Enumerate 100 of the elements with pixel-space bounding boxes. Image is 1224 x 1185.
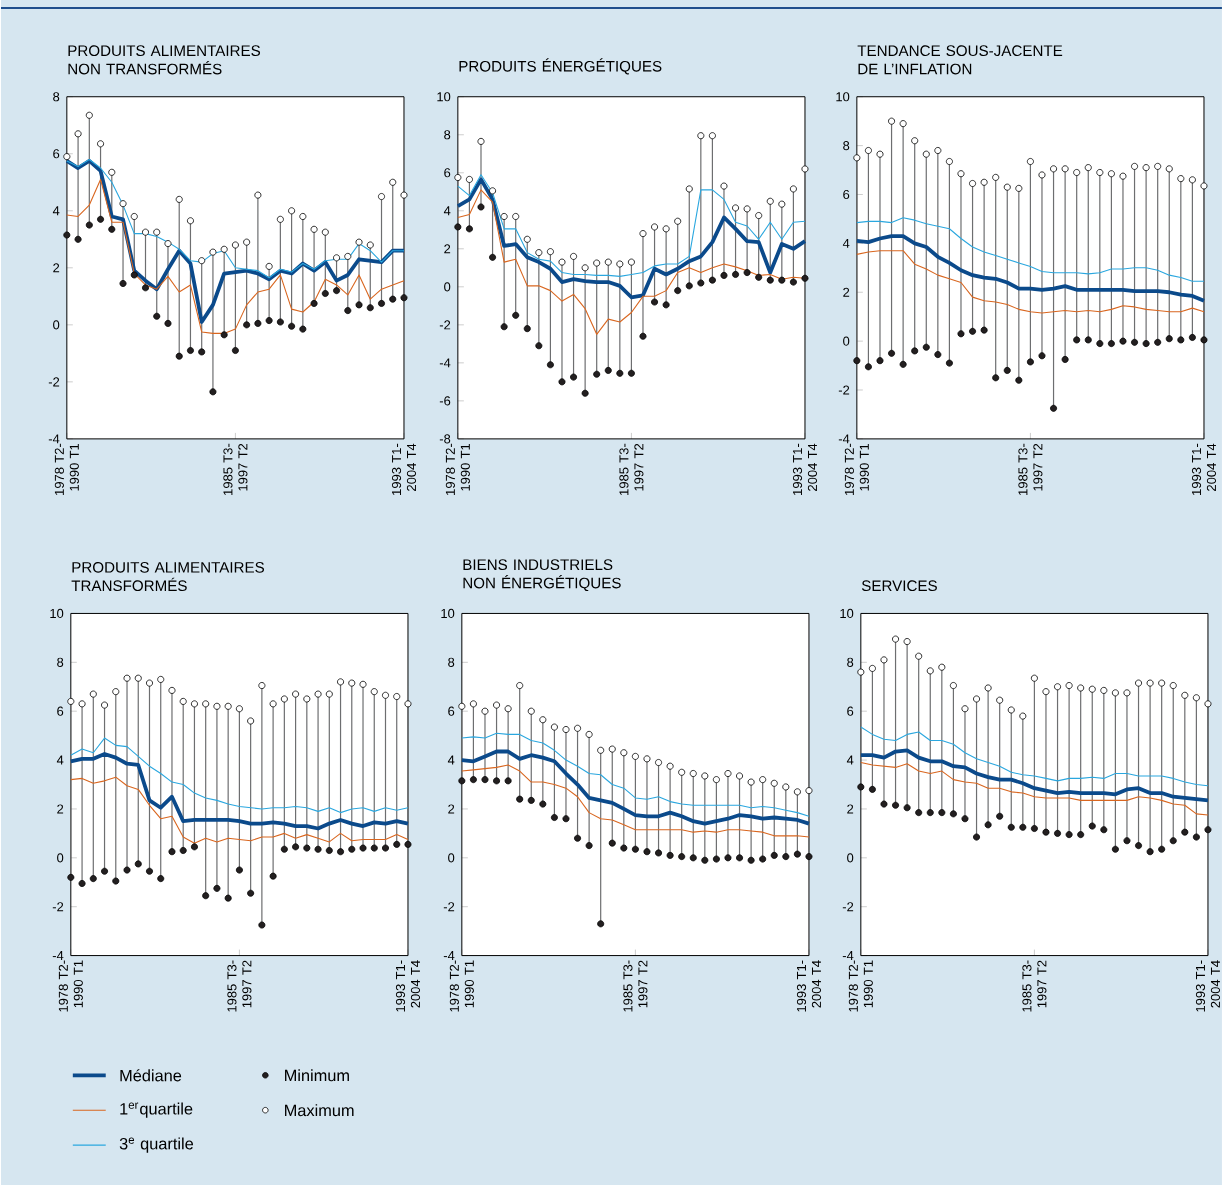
point — [202, 700, 210, 708]
point — [213, 702, 221, 710]
point — [712, 776, 720, 784]
y-tick-label: 4 — [56, 755, 64, 765]
point — [527, 796, 535, 804]
point — [1100, 686, 1108, 694]
x-tick-label: 1985 T3-1997 T2 — [1018, 443, 1043, 495]
y-tick-label: 6 — [847, 706, 854, 716]
point — [880, 656, 888, 664]
point — [888, 117, 896, 125]
point — [247, 717, 255, 725]
point — [689, 770, 697, 778]
point — [1050, 404, 1058, 412]
point — [945, 158, 953, 165]
point — [1200, 182, 1208, 190]
point — [899, 120, 907, 128]
point — [269, 700, 277, 708]
point — [666, 851, 674, 859]
point — [146, 867, 153, 875]
point — [899, 360, 907, 368]
point — [1123, 837, 1131, 845]
point — [258, 682, 266, 690]
y-tick-label: -2 — [52, 902, 64, 912]
point — [903, 638, 911, 646]
point — [1111, 845, 1119, 853]
point — [1131, 338, 1139, 346]
point — [1030, 825, 1038, 832]
point — [493, 701, 501, 709]
point — [142, 228, 149, 236]
point — [454, 174, 462, 182]
point — [969, 180, 977, 187]
point — [782, 853, 790, 861]
point — [1107, 340, 1115, 348]
point — [67, 697, 75, 705]
point — [782, 783, 790, 791]
point — [527, 707, 535, 715]
point — [934, 351, 942, 359]
y-tick-label: -6 — [439, 396, 451, 406]
y-tick-label: 2 — [53, 263, 60, 273]
point — [535, 342, 543, 350]
point — [766, 276, 774, 284]
point — [276, 318, 284, 326]
point — [209, 248, 217, 256]
y-tick-label: 6 — [57, 706, 64, 716]
point — [984, 821, 992, 829]
point — [179, 847, 187, 854]
point — [888, 349, 896, 357]
point — [292, 843, 300, 851]
point — [179, 697, 187, 705]
y-tick-label: 4 — [846, 755, 854, 765]
point — [766, 197, 774, 205]
y-tick-label: 6 — [448, 706, 455, 716]
point — [604, 258, 612, 266]
point — [639, 230, 647, 238]
point — [493, 777, 501, 785]
point — [1096, 340, 1104, 348]
point — [481, 707, 489, 715]
point — [314, 845, 322, 853]
point — [747, 778, 755, 786]
x-tick-label: 1985 T3-1997 T2 — [227, 960, 252, 1012]
line-series — [457, 174, 806, 277]
point — [130, 271, 138, 279]
point — [269, 872, 277, 880]
y-tick-label: 8 — [57, 657, 64, 667]
x-tick-label: 1993 T1-2004 T4 — [792, 443, 818, 495]
point — [1142, 340, 1150, 348]
y-tick-label: 10 — [836, 92, 850, 102]
y-tick-label: -2 — [48, 377, 60, 387]
point — [864, 147, 872, 154]
point — [344, 252, 352, 260]
y-tick-label: 10 — [50, 608, 64, 619]
x-tick-label: 1985 T3-1997 T2 — [623, 960, 648, 1012]
point — [1154, 162, 1162, 170]
point — [996, 696, 1004, 704]
point — [627, 369, 635, 377]
point — [1065, 682, 1073, 690]
point — [570, 252, 578, 260]
point — [558, 258, 566, 266]
point — [235, 705, 243, 713]
y-tick-label: -4 — [838, 434, 850, 444]
point — [63, 231, 71, 239]
point — [662, 225, 670, 233]
point — [168, 848, 176, 856]
y-tick-label: 0 — [53, 320, 60, 330]
point — [938, 663, 946, 671]
point — [523, 235, 531, 243]
point — [1142, 164, 1150, 172]
point — [404, 700, 412, 708]
point — [720, 182, 728, 190]
point — [651, 223, 659, 231]
point — [770, 851, 778, 859]
point — [299, 213, 307, 220]
point — [89, 690, 97, 698]
y-tick-label: 2 — [448, 804, 455, 814]
point — [89, 875, 97, 883]
point — [97, 140, 105, 148]
point — [604, 366, 612, 374]
y-tick-label: 2 — [843, 287, 850, 297]
point — [911, 347, 919, 355]
point — [911, 137, 919, 145]
